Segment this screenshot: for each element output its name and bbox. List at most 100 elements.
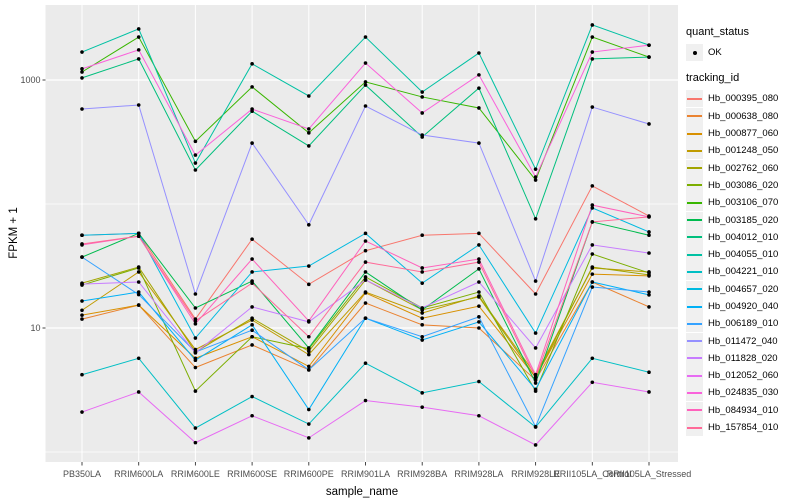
data-point (80, 70, 84, 74)
data-point (477, 304, 481, 308)
data-point (533, 167, 538, 171)
legend-item-label: Hb_004012_010 (708, 231, 779, 243)
legend-section-tracking-id: tracking_id Hb_000395_080 Hb_000638_080 Hb… (686, 72, 798, 437)
data-point (193, 292, 198, 296)
data-point (533, 375, 538, 380)
data-point (363, 275, 368, 279)
legend-item-Hb_024835_030: Hb_024835_030 (686, 384, 798, 402)
legend-item-Hb_012052_060: Hb_012052_060 (686, 367, 798, 385)
data-point (307, 319, 311, 323)
legend-item-label: Hb_004055_010 (708, 249, 779, 261)
data-point (307, 222, 311, 227)
x-tick-label: RRII105LA_Control (553, 469, 631, 479)
legend-item-Hb_001248_050: Hb_001248_050 (686, 142, 798, 160)
data-point (193, 347, 198, 352)
legend-key-Hb_003185_020 (686, 211, 703, 229)
data-point (647, 251, 651, 255)
data-point (363, 80, 368, 84)
data-point (80, 317, 84, 321)
data-point (307, 364, 311, 369)
legend-item-label: Hb_000877_060 (708, 128, 779, 140)
legend-item-label: Hb_002762_060 (708, 162, 779, 174)
data-point (307, 144, 311, 148)
legend-key-line-icon (687, 357, 702, 360)
legend-key-Hb_024835_030 (686, 384, 703, 402)
data-point (477, 320, 481, 324)
data-point (307, 131, 311, 135)
legend-title-quant-status: quant_status (686, 26, 749, 38)
legend-key-line-icon (687, 184, 702, 187)
data-point (307, 282, 311, 287)
data-point (590, 220, 595, 224)
data-point (477, 326, 481, 330)
data-point (533, 381, 538, 385)
data-point (533, 279, 538, 283)
data-point (420, 334, 425, 339)
data-point (307, 422, 311, 426)
data-point (193, 358, 198, 362)
data-point (420, 323, 425, 327)
y-axis-title: FPKM + 1 (8, 207, 20, 258)
data-point (477, 315, 481, 319)
data-point (193, 139, 198, 144)
legend-key-Hb_003106_070 (686, 194, 703, 212)
data-point (420, 338, 425, 342)
data-point (647, 215, 651, 219)
data-point (80, 76, 84, 80)
legend: quant_status OK tracking_id Hb_000395_08… (686, 26, 798, 437)
legend-item-Hb_157854_010: Hb_157854_010 (686, 419, 798, 437)
legend-item-label: Hb_003086_020 (708, 179, 779, 191)
data-point (590, 35, 595, 39)
data-point (647, 293, 651, 297)
data-point (420, 281, 425, 285)
data-point (193, 365, 198, 370)
legend-key-line-icon (687, 305, 702, 308)
legend-key-Hb_001248_050 (686, 142, 703, 160)
legend-item-label: Hb_011828_020 (708, 352, 778, 364)
data-point (136, 57, 141, 61)
legend-key-line-icon (687, 270, 702, 273)
legend-tracking-id-items: Hb_000395_080 Hb_000638_080 Hb_000877_060 H… (686, 90, 798, 437)
data-point (420, 133, 425, 137)
data-point (136, 290, 141, 294)
data-point (647, 233, 651, 238)
x-tick-label: RRIM928LA (454, 469, 503, 479)
data-point (80, 313, 84, 317)
data-point (590, 206, 595, 210)
legend-item-Hb_003106_070: Hb_003106_070 (686, 194, 798, 212)
legend-key-line-icon (687, 426, 702, 429)
data-point (590, 280, 595, 284)
legend-item-label: Hb_001248_050 (708, 145, 779, 157)
legend-key-line-icon (687, 409, 702, 412)
data-point (590, 184, 595, 188)
legend-key-line-icon (687, 288, 702, 291)
x-tick-label: RRII105LA_Stressed (607, 469, 692, 479)
data-point (250, 257, 254, 261)
data-point (420, 391, 425, 395)
legend-key-line-icon (687, 340, 702, 343)
data-point (533, 372, 538, 377)
data-point (477, 86, 481, 90)
legend-item-Hb_006189_010: Hb_006189_010 (686, 315, 798, 333)
data-point (477, 267, 481, 271)
data-point (477, 257, 481, 261)
data-point (647, 305, 651, 309)
legend-item-Hb_004012_010: Hb_004012_010 (686, 228, 798, 246)
legend-item-Hb_011828_020: Hb_011828_020 (686, 349, 798, 367)
data-point (533, 175, 538, 179)
data-point (80, 67, 84, 71)
data-point (250, 237, 254, 242)
series-layer (80, 23, 651, 447)
legend-item-Hb_003086_020: Hb_003086_020 (686, 176, 798, 194)
x-tick-label: RRIM600LA (114, 469, 163, 479)
data-point (477, 295, 481, 299)
data-point (363, 231, 368, 236)
legend-item-Hb_004221_010: Hb_004221_010 (686, 263, 798, 281)
data-point (477, 280, 481, 284)
data-point (590, 105, 595, 109)
data-point (477, 231, 481, 236)
data-point (80, 308, 84, 313)
data-point (477, 141, 481, 145)
data-point (136, 292, 141, 297)
